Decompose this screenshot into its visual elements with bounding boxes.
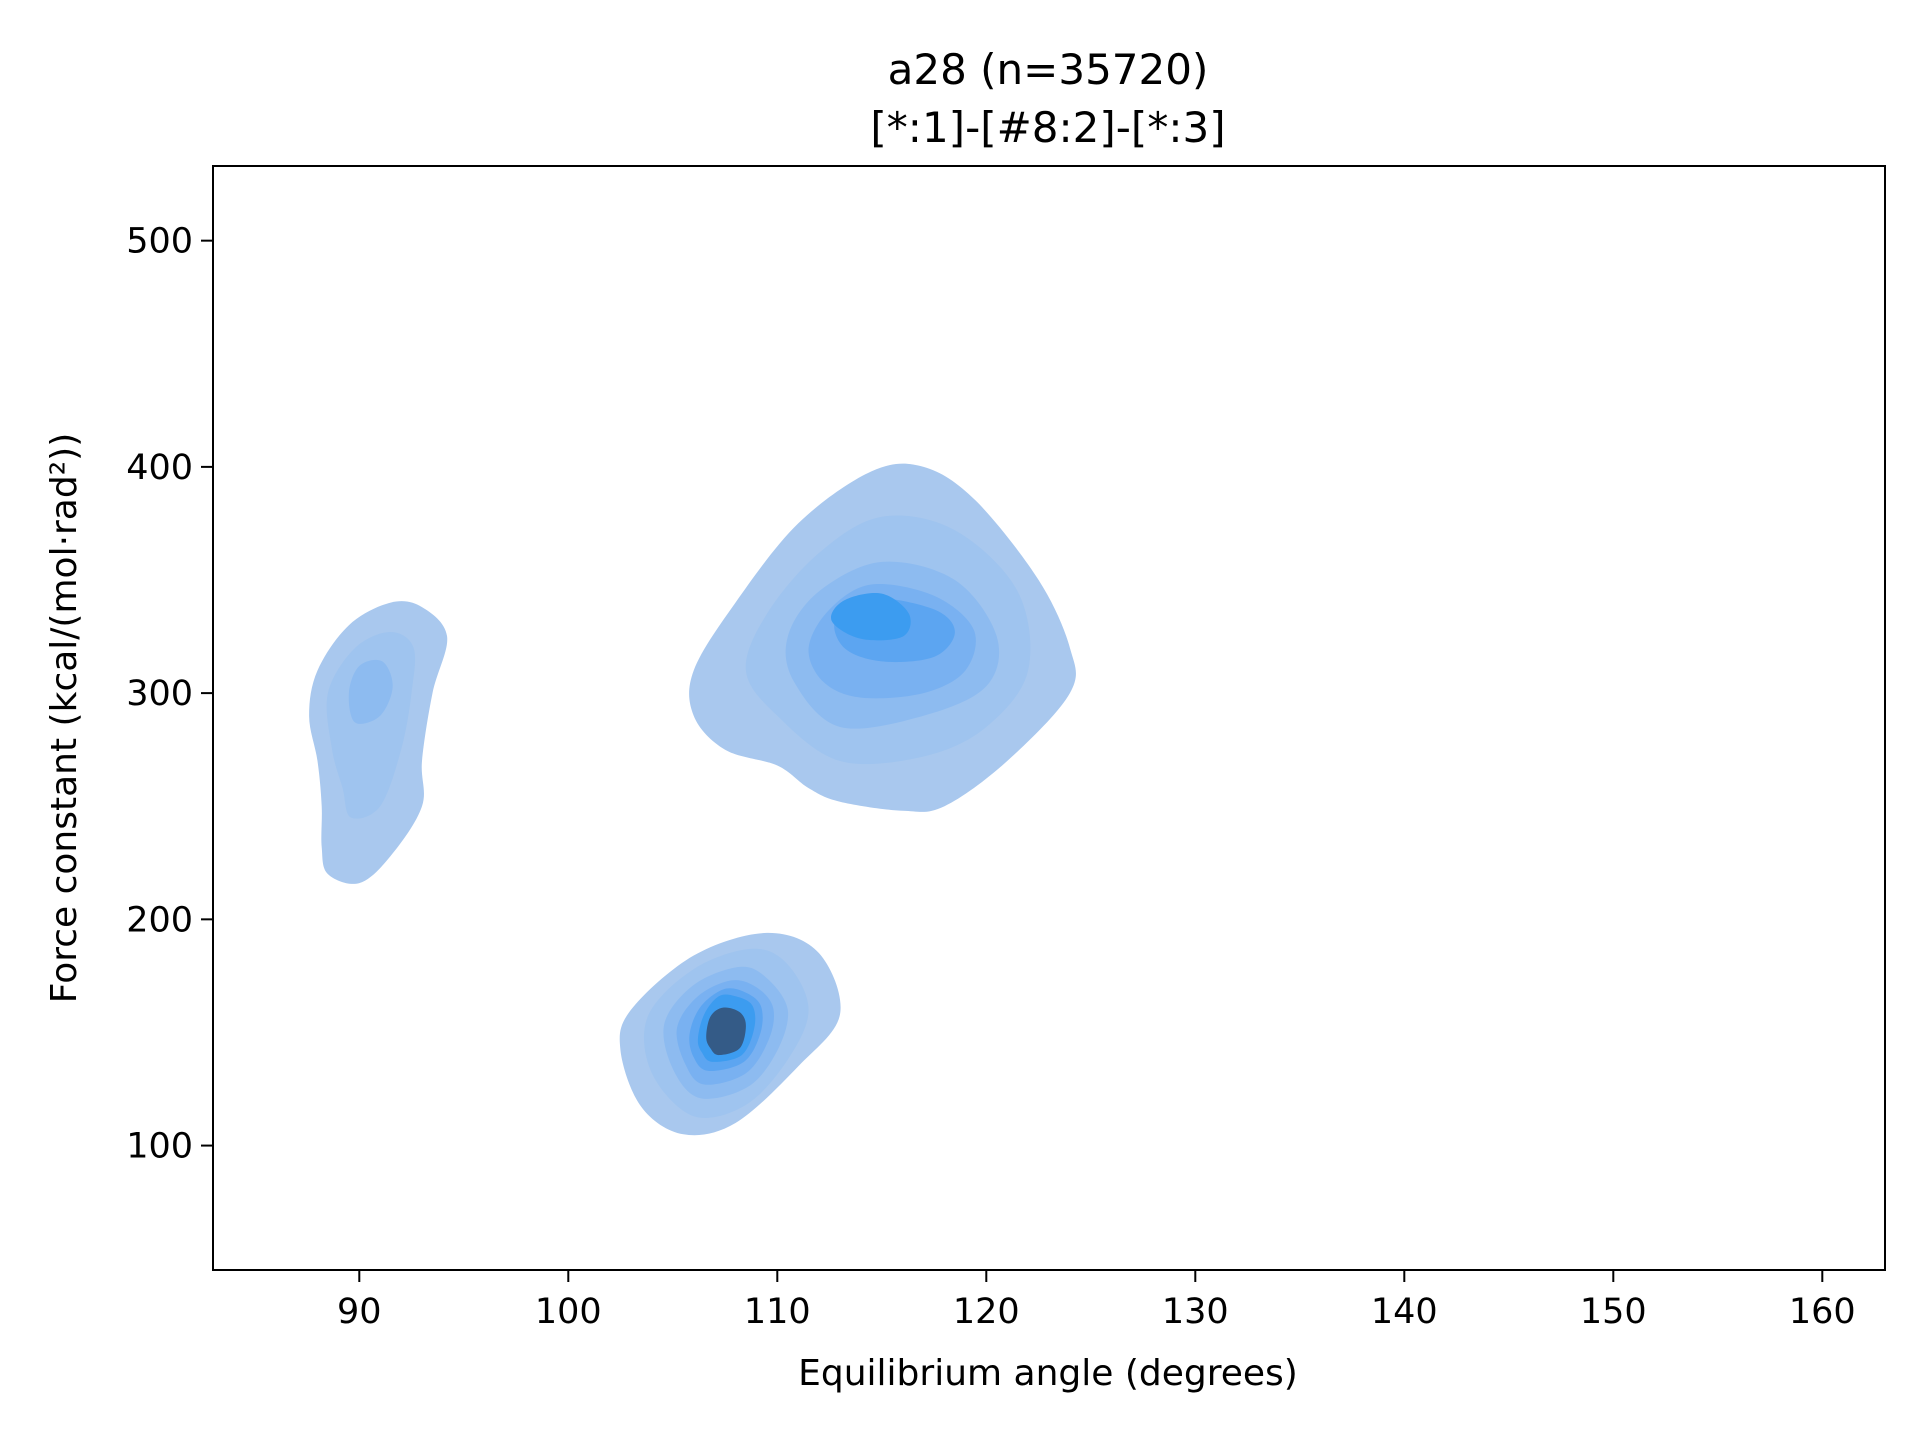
y-tick-label: 300 — [126, 674, 193, 714]
chart-title-line-1: a28 (n=35720) — [888, 45, 1209, 94]
y-tick-label: 200 — [126, 900, 193, 940]
y-tick-label: 400 — [126, 448, 193, 488]
x-tick-label: 120 — [953, 1292, 1020, 1332]
x-tick-label: 100 — [535, 1292, 602, 1332]
density-cluster-a — [309, 601, 448, 884]
density-cluster-b — [689, 463, 1076, 812]
x-tick-label: 130 — [1162, 1292, 1229, 1332]
y-axis-label: Force constant (kcal/(mol·rad²)) — [44, 433, 85, 1003]
x-axis: 90 100 110 120 130 140 150 160 — [337, 1270, 1856, 1332]
y-axis: 100 200 300 400 500 — [126, 222, 213, 1167]
x-tick-label: 90 — [337, 1292, 382, 1332]
plot-frame — [212, 165, 1886, 1271]
x-tick-label: 110 — [744, 1292, 811, 1332]
cluster-c-contour-level-7 — [706, 1007, 746, 1056]
cluster-a-contour-level-2 — [326, 632, 416, 819]
x-axis-label: Equilibrium angle (degrees) — [798, 1353, 1298, 1394]
x-tick-label: 150 — [1580, 1292, 1647, 1332]
y-tick-label: 100 — [126, 1127, 193, 1167]
y-tick-label: 500 — [126, 222, 193, 262]
contour-layer — [309, 463, 1076, 1136]
chart-title-line-2: [*:1]-[#8:2]-[*:3] — [870, 103, 1225, 152]
cluster-b-contour-level-6 — [831, 592, 911, 641]
density-cluster-c — [619, 932, 841, 1136]
cluster-a-contour-level-3 — [348, 659, 393, 724]
x-tick-label: 140 — [1371, 1292, 1438, 1332]
x-tick-label: 160 — [1789, 1292, 1856, 1332]
